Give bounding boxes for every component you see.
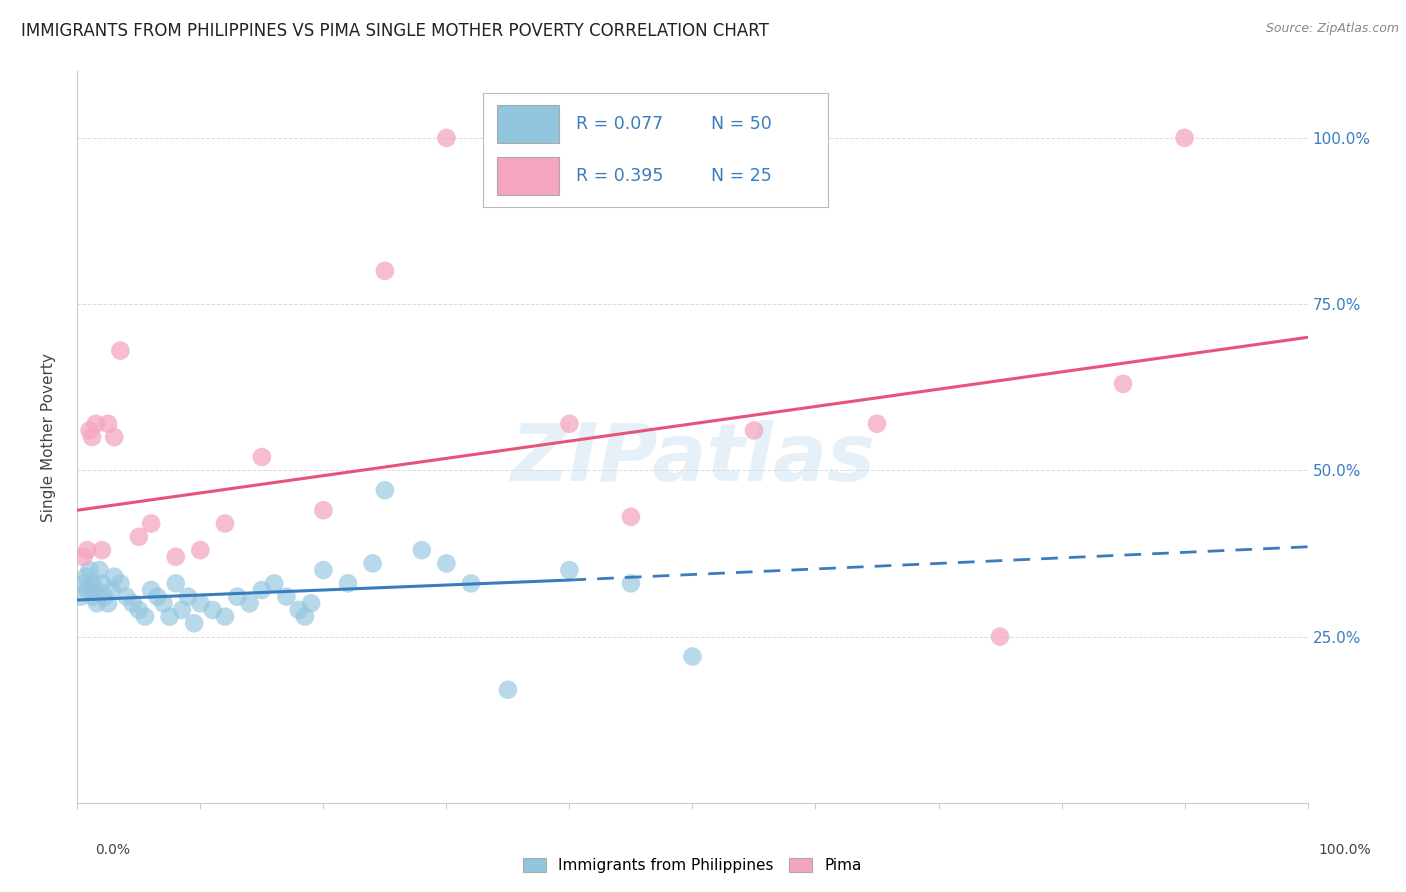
Point	[226, 590, 249, 604]
Point	[436, 557, 458, 571]
Point	[82, 590, 104, 604]
Point	[742, 424, 765, 438]
Point	[75, 570, 97, 584]
Point	[276, 590, 298, 604]
Text: 0.0%: 0.0%	[96, 843, 131, 857]
Point	[682, 649, 704, 664]
Point	[239, 596, 262, 610]
Point	[110, 343, 132, 358]
Point	[201, 603, 224, 617]
Point	[558, 417, 581, 431]
Point	[299, 596, 322, 610]
Point	[183, 616, 205, 631]
Point	[312, 563, 335, 577]
Point	[84, 582, 107, 597]
Point	[128, 530, 150, 544]
Point	[84, 417, 107, 431]
Point	[250, 450, 273, 464]
Point	[103, 430, 125, 444]
Point	[988, 630, 1011, 644]
Point	[70, 590, 93, 604]
Point	[141, 582, 163, 597]
Text: IMMIGRANTS FROM PHILIPPINES VS PIMA SINGLE MOTHER POVERTY CORRELATION CHART: IMMIGRANTS FROM PHILIPPINES VS PIMA SING…	[21, 22, 769, 40]
Point	[170, 603, 193, 617]
Point	[188, 543, 212, 558]
Point	[86, 596, 108, 610]
Point	[263, 576, 285, 591]
Point	[101, 582, 124, 597]
Point	[134, 609, 156, 624]
Point	[152, 596, 174, 610]
Text: ZIPatlas: ZIPatlas	[510, 420, 875, 498]
Point	[72, 576, 94, 591]
Point	[1174, 131, 1197, 145]
Point	[361, 557, 384, 571]
Point	[250, 582, 273, 597]
Point	[76, 543, 98, 558]
Point	[79, 424, 101, 438]
Point	[188, 596, 212, 610]
Point	[866, 417, 889, 431]
Point	[110, 576, 132, 591]
Point	[79, 563, 101, 577]
Point	[214, 516, 236, 531]
Point	[146, 590, 169, 604]
Point	[141, 516, 163, 531]
Point	[93, 590, 115, 604]
Point	[1112, 376, 1135, 391]
Point	[558, 563, 581, 577]
Point	[312, 503, 335, 517]
Point	[460, 576, 482, 591]
Point	[374, 483, 396, 498]
Point	[620, 509, 643, 524]
Point	[165, 549, 187, 564]
Point	[620, 576, 643, 591]
Text: 100.0%: 100.0%	[1319, 843, 1371, 857]
Point	[288, 603, 311, 617]
Point	[496, 682, 519, 697]
Point	[337, 576, 360, 591]
Point	[89, 563, 111, 577]
Point	[90, 576, 114, 591]
Point	[128, 603, 150, 617]
Point	[121, 596, 143, 610]
Point	[76, 582, 98, 597]
Legend: Immigrants from Philippines, Pima: Immigrants from Philippines, Pima	[517, 852, 868, 880]
Point	[436, 131, 458, 145]
Point	[82, 430, 104, 444]
Point	[103, 570, 125, 584]
Text: Source: ZipAtlas.com: Source: ZipAtlas.com	[1265, 22, 1399, 36]
Point	[294, 609, 316, 624]
Point	[165, 576, 187, 591]
Y-axis label: Single Mother Poverty: Single Mother Poverty	[42, 352, 56, 522]
Point	[214, 609, 236, 624]
Point	[411, 543, 433, 558]
Point	[159, 609, 181, 624]
Point	[374, 264, 396, 278]
Point	[115, 590, 138, 604]
Point	[72, 549, 94, 564]
Point	[177, 590, 200, 604]
Point	[82, 576, 104, 591]
Point	[97, 417, 120, 431]
Point	[90, 543, 114, 558]
Point	[97, 596, 120, 610]
